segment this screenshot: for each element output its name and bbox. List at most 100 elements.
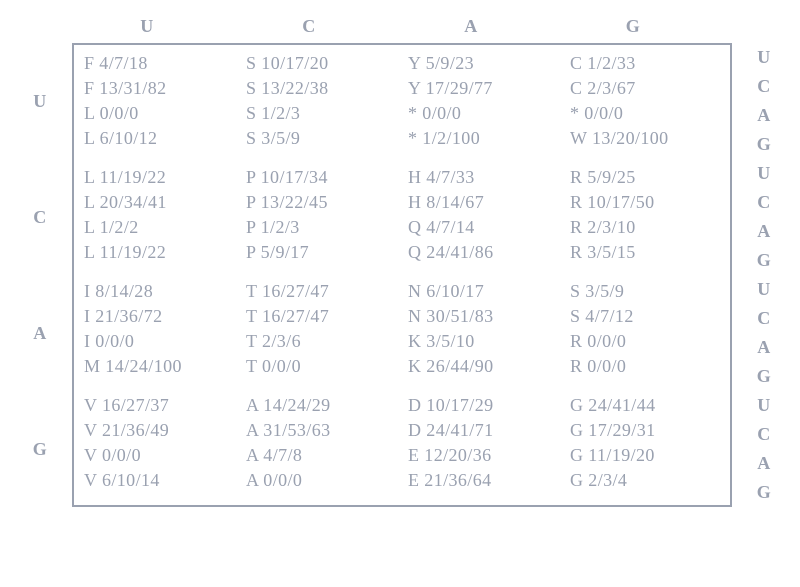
cell-C-C-0: P 10/17/34 bbox=[246, 167, 396, 188]
cell-C-C-1: P 13/22/45 bbox=[246, 192, 396, 213]
cell-A-A-1: N 30/51/83 bbox=[408, 306, 558, 327]
cell-C-A-2: Q 4/7/14 bbox=[408, 217, 558, 238]
cell-G-U-2: V 0/0/0 bbox=[84, 445, 234, 466]
cell-U-U-3: L 6/10/12 bbox=[84, 128, 234, 149]
right-C-2: A bbox=[744, 221, 784, 242]
cell-C-A-3: Q 24/41/86 bbox=[408, 242, 558, 263]
cell-U-C-2: S 1/2/3 bbox=[246, 103, 396, 124]
cell-C-U-1: L 20/34/41 bbox=[84, 192, 234, 213]
cell-G-C-3: A 0/0/0 bbox=[246, 470, 396, 491]
cell-C-U-2: L 1/2/2 bbox=[84, 217, 234, 238]
cell-U-U-0: F 4/7/18 bbox=[84, 53, 234, 74]
right-group-U: U C A G bbox=[744, 43, 784, 159]
cell-A-C-3: T 0/0/0 bbox=[246, 356, 396, 377]
row-label-C: C bbox=[20, 207, 60, 228]
block-C: L 11/19/22 P 10/17/34 H 4/7/33 R 5/9/25 … bbox=[84, 167, 720, 263]
cell-G-G-1: G 17/29/31 bbox=[570, 420, 720, 441]
cell-A-G-0: S 3/5/9 bbox=[570, 281, 720, 302]
cell-U-A-0: Y 5/9/23 bbox=[408, 53, 558, 74]
cell-A-U-0: I 8/14/28 bbox=[84, 281, 234, 302]
cell-U-U-1: F 13/31/82 bbox=[84, 78, 234, 99]
cell-G-A-2: E 12/20/36 bbox=[408, 445, 558, 466]
cell-A-G-1: S 4/7/12 bbox=[570, 306, 720, 327]
cell-U-G-1: C 2/3/67 bbox=[570, 78, 720, 99]
row-label-A: A bbox=[20, 323, 60, 344]
cell-A-C-0: T 16/27/47 bbox=[246, 281, 396, 302]
cell-C-U-3: L 11/19/22 bbox=[84, 242, 234, 263]
cell-C-C-2: P 1/2/3 bbox=[246, 217, 396, 238]
right-labels: U C A G U C A G U C A G U C A G bbox=[744, 43, 784, 507]
right-U-1: C bbox=[744, 76, 784, 97]
header-row: U C A G bbox=[20, 16, 780, 43]
cell-C-G-0: R 5/9/25 bbox=[570, 167, 720, 188]
right-group-C: U C A G bbox=[744, 159, 784, 275]
cell-G-C-2: A 4/7/8 bbox=[246, 445, 396, 466]
cell-A-U-2: I 0/0/0 bbox=[84, 331, 234, 352]
cell-U-G-0: C 1/2/33 bbox=[570, 53, 720, 74]
cell-G-A-3: E 21/36/64 bbox=[408, 470, 558, 491]
cell-U-G-2: * 0/0/0 bbox=[570, 103, 720, 124]
right-G-3: G bbox=[744, 482, 784, 503]
cell-U-C-0: S 10/17/20 bbox=[246, 53, 396, 74]
cell-G-U-3: V 6/10/14 bbox=[84, 470, 234, 491]
right-A-1: C bbox=[744, 308, 784, 329]
cell-U-U-2: L 0/0/0 bbox=[84, 103, 234, 124]
cell-C-G-1: R 10/17/50 bbox=[570, 192, 720, 213]
cell-U-G-3: W 13/20/100 bbox=[570, 128, 720, 149]
cell-C-G-3: R 3/5/15 bbox=[570, 242, 720, 263]
right-G-2: A bbox=[744, 453, 784, 474]
cell-G-A-1: D 24/41/71 bbox=[408, 420, 558, 441]
col-header-G: G bbox=[558, 16, 708, 43]
cell-G-G-3: G 2/3/4 bbox=[570, 470, 720, 491]
cell-U-C-3: S 3/5/9 bbox=[246, 128, 396, 149]
col-header-C: C bbox=[234, 16, 384, 43]
right-C-1: C bbox=[744, 192, 784, 213]
cell-G-U-0: V 16/27/37 bbox=[84, 395, 234, 416]
cell-A-C-2: T 2/3/6 bbox=[246, 331, 396, 352]
cell-C-C-3: P 5/9/17 bbox=[246, 242, 396, 263]
right-G-0: U bbox=[744, 395, 784, 416]
cell-A-G-3: R 0/0/0 bbox=[570, 356, 720, 377]
cell-G-C-0: A 14/24/29 bbox=[246, 395, 396, 416]
cell-U-A-3: * 1/2/100 bbox=[408, 128, 558, 149]
cell-C-A-1: H 8/14/67 bbox=[408, 192, 558, 213]
cell-U-C-1: S 13/22/38 bbox=[246, 78, 396, 99]
right-A-2: A bbox=[744, 337, 784, 358]
right-U-2: A bbox=[744, 105, 784, 126]
right-G-1: C bbox=[744, 424, 784, 445]
right-C-3: G bbox=[744, 250, 784, 271]
cell-G-A-0: D 10/17/29 bbox=[408, 395, 558, 416]
block-U: F 4/7/18 S 10/17/20 Y 5/9/23 C 1/2/33 F … bbox=[84, 53, 720, 149]
cell-A-A-3: K 26/44/90 bbox=[408, 356, 558, 377]
cell-G-G-2: G 11/19/20 bbox=[570, 445, 720, 466]
right-A-3: G bbox=[744, 366, 784, 387]
row-label-G: G bbox=[20, 439, 60, 460]
block-A: I 8/14/28 T 16/27/47 N 6/10/17 S 3/5/9 I… bbox=[84, 281, 720, 377]
cell-A-U-3: M 14/24/100 bbox=[84, 356, 234, 377]
cell-A-G-2: R 0/0/0 bbox=[570, 331, 720, 352]
right-C-0: U bbox=[744, 163, 784, 184]
right-group-G: U C A G bbox=[744, 391, 784, 507]
cell-U-A-2: * 0/0/0 bbox=[408, 103, 558, 124]
right-U-0: U bbox=[744, 47, 784, 68]
cell-G-G-0: G 24/41/44 bbox=[570, 395, 720, 416]
cell-A-U-1: I 21/36/72 bbox=[84, 306, 234, 327]
cell-C-G-2: R 2/3/10 bbox=[570, 217, 720, 238]
right-group-A: U C A G bbox=[744, 275, 784, 391]
cell-C-U-0: L 11/19/22 bbox=[84, 167, 234, 188]
row-label-U: U bbox=[20, 91, 60, 112]
codon-table-box: F 4/7/18 S 10/17/20 Y 5/9/23 C 1/2/33 F … bbox=[72, 43, 732, 507]
cell-C-A-0: H 4/7/33 bbox=[408, 167, 558, 188]
cell-A-A-2: K 3/5/10 bbox=[408, 331, 558, 352]
col-header-A: A bbox=[396, 16, 546, 43]
cell-G-C-1: A 31/53/63 bbox=[246, 420, 396, 441]
cell-A-C-1: T 16/27/47 bbox=[246, 306, 396, 327]
left-labels: U C A G bbox=[20, 43, 60, 507]
cell-G-U-1: V 21/36/49 bbox=[84, 420, 234, 441]
block-G: V 16/27/37 A 14/24/29 D 10/17/29 G 24/41… bbox=[84, 395, 720, 491]
right-U-3: G bbox=[744, 134, 784, 155]
cell-A-A-0: N 6/10/17 bbox=[408, 281, 558, 302]
right-A-0: U bbox=[744, 279, 784, 300]
cell-U-A-1: Y 17/29/77 bbox=[408, 78, 558, 99]
col-header-U: U bbox=[72, 16, 222, 43]
